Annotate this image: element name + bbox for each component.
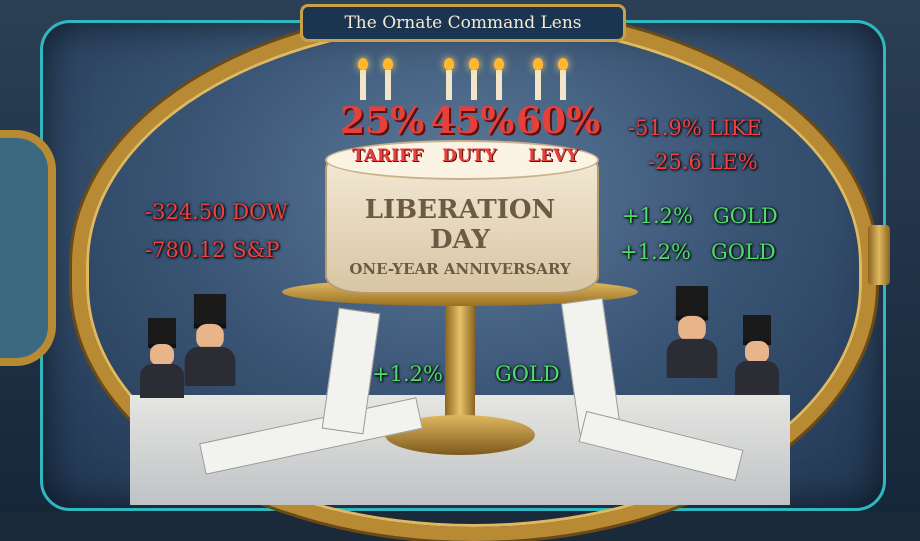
top-hat-man <box>735 315 779 395</box>
rate-levy: 60% <box>516 100 601 142</box>
brass-knob[interactable] <box>868 225 890 285</box>
ticker-gold: +1.2% GOLD <box>622 204 778 228</box>
ticker-gold: +1.2% GOLD <box>620 240 776 264</box>
cake-top <box>325 140 599 180</box>
candle <box>494 58 504 100</box>
candle <box>358 58 368 100</box>
cake-title: LIBERATION DAY <box>364 195 556 255</box>
candle <box>558 58 568 100</box>
rate-levy-label: LEVY <box>528 146 579 166</box>
candle <box>533 58 543 100</box>
candle <box>469 58 479 100</box>
top-hat-man <box>140 318 184 398</box>
ticker-center-change: +1.2% <box>372 362 443 386</box>
title-plate: The Ornate Command Lens <box>300 4 626 42</box>
ticker-dow: -324.50 DOW <box>145 200 288 224</box>
cake-stand-stem <box>445 300 475 420</box>
rate-duty: 45% <box>430 100 515 142</box>
top-hat-man <box>184 294 236 386</box>
porthole-globe <box>0 130 56 366</box>
rate-duty-label: DUTY <box>442 146 497 166</box>
rate-tariff-label: TARIFF <box>352 146 424 166</box>
rate-tariff: 25% <box>340 100 425 142</box>
ticker-le: -25.6 LE% <box>648 150 758 174</box>
ticker-center-gold: GOLD <box>495 362 560 386</box>
cake-subtitle: ONE-YEAR ANNIVERSARY <box>349 260 571 278</box>
top-hat-man <box>666 286 718 378</box>
page-title: The Ornate Command Lens <box>344 13 582 33</box>
candle <box>383 58 393 100</box>
ticker-like: -51.9% LIKE <box>628 116 762 140</box>
ticker-sp: -780.12 S&P <box>145 238 280 262</box>
candle <box>444 58 454 100</box>
